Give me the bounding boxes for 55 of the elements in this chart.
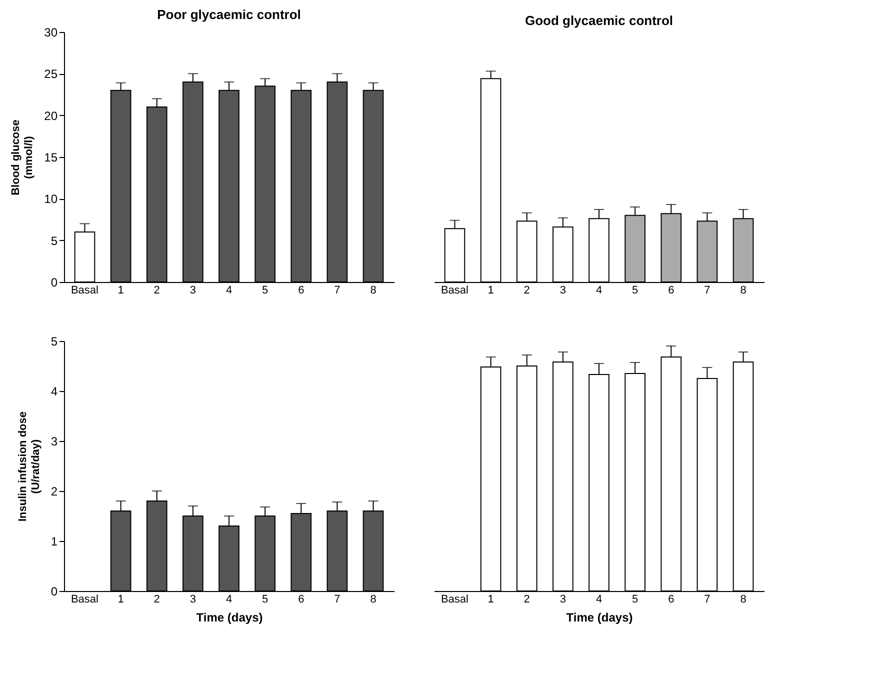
- x-tick-label: 6: [668, 284, 674, 296]
- x-tick-label: 5: [262, 284, 268, 296]
- x-tick-label: 5: [262, 594, 268, 606]
- y-tick-label: 3: [50, 434, 58, 448]
- x-tick-label: 1: [118, 594, 124, 606]
- x-tick-label: 5: [632, 284, 638, 296]
- x-tick-label: Basal: [440, 284, 469, 296]
- x-tick-label: 3: [190, 594, 196, 606]
- x-tick-label: 2: [524, 594, 530, 606]
- chart-title: Good glycaemic control: [524, 13, 674, 28]
- x-tick-label: 4: [596, 284, 602, 296]
- x-tick-label: 8: [370, 284, 376, 296]
- x-axis-title: Time (days): [196, 610, 263, 624]
- x-tick-label: 8: [370, 594, 376, 606]
- x-tick-label: 2: [154, 284, 160, 296]
- x-axis-title: Time (days): [566, 610, 633, 624]
- x-tick-label: 6: [298, 594, 304, 606]
- y-tick-label: 20: [44, 108, 58, 123]
- x-tick-label: 3: [560, 594, 566, 606]
- x-tick-label: Basal: [440, 594, 469, 606]
- y-tick-label: 25: [44, 67, 58, 82]
- y-tick-label: 30: [44, 26, 58, 40]
- y-tick-label: 5: [50, 334, 58, 348]
- x-tick-label: 8: [740, 594, 746, 606]
- x-tick-label: 1: [488, 284, 494, 296]
- y-tick-label: 2: [50, 484, 58, 498]
- x-tick-label: 4: [226, 594, 232, 606]
- x-tick-label: 2: [524, 284, 530, 296]
- x-tick-label: 6: [668, 594, 674, 606]
- x-tick-label: 8: [740, 284, 746, 296]
- x-tick-label: 7: [334, 594, 340, 606]
- x-tick-label: 5: [632, 594, 638, 606]
- y-axis-title: Insulin infusion dose (U/rat/day): [16, 412, 42, 522]
- y-tick-label: 0: [50, 584, 58, 598]
- chart-title: Poor glycaemic control: [157, 7, 301, 22]
- x-tick-label: 3: [190, 284, 196, 296]
- x-tick-label: 7: [334, 284, 340, 296]
- y-tick-label: 4: [50, 384, 58, 398]
- y-tick-label: 10: [44, 192, 58, 206]
- y-tick-label: 0: [50, 276, 58, 290]
- x-tick-label: 4: [596, 594, 602, 606]
- x-tick-label: 3: [560, 284, 566, 296]
- x-tick-label: 1: [488, 594, 494, 606]
- x-tick-label: 7: [704, 594, 710, 606]
- y-tick-label: 15: [44, 150, 58, 164]
- x-tick-label: Basal: [70, 284, 99, 296]
- y-tick-label: 5: [50, 234, 58, 248]
- x-tick-label: 4: [226, 284, 232, 296]
- x-tick-label: 2: [154, 594, 160, 606]
- x-tick-label: 6: [298, 284, 304, 296]
- x-tick-label: 1: [118, 284, 124, 296]
- x-tick-label: 7: [704, 284, 710, 296]
- x-tick-label: Basal: [70, 594, 99, 606]
- y-tick-label: 1: [50, 534, 58, 548]
- y-axis-title: Blood glucose (mmol/l): [10, 120, 36, 196]
